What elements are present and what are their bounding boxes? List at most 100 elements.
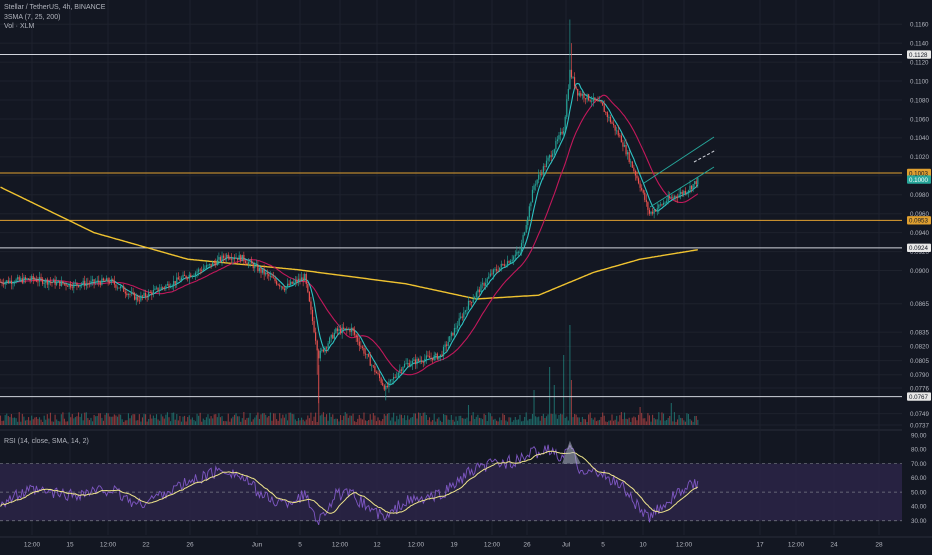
candle-body [393, 377, 395, 380]
volume-bar [255, 415, 257, 425]
candle-body [299, 278, 301, 281]
volume-bar [43, 415, 45, 425]
candle-body [361, 346, 364, 348]
candle-body [627, 152, 629, 155]
volume-bar [148, 418, 150, 425]
volume-bar [313, 416, 315, 425]
volume-bar [263, 413, 265, 425]
volume-bar [357, 418, 359, 425]
volume-bar [586, 421, 588, 425]
candle-body [196, 271, 198, 273]
volume-bar [608, 420, 610, 425]
price-tag-label: 0.0953 [909, 218, 928, 225]
candle-body [697, 177, 699, 185]
candle-body [542, 166, 544, 175]
volume-bar [141, 417, 144, 425]
candle-body [179, 279, 181, 281]
candle-body [570, 69, 573, 78]
candle-body [20, 278, 22, 280]
price-tag-label: 0.0767 [909, 394, 928, 401]
candle-body [243, 254, 245, 262]
volume-bar [143, 413, 145, 425]
candle-body [538, 174, 540, 180]
candle-body [539, 174, 541, 175]
ascending-channel[interactable] [643, 136, 717, 208]
volume-bar [322, 412, 324, 425]
volume-bar [286, 420, 289, 425]
volume-bar [413, 413, 415, 425]
candle-body [159, 289, 161, 292]
candle-body [456, 325, 459, 328]
volume-bar [653, 418, 655, 425]
volume-bar [113, 414, 115, 425]
projection-dashed-line[interactable] [693, 149, 717, 163]
volume-bar [427, 420, 429, 425]
volume-bar [134, 414, 136, 425]
volume-bar [179, 415, 181, 425]
volume-bar [628, 417, 630, 425]
candle-body [441, 354, 443, 356]
volume-bar [366, 421, 368, 425]
candle-body [251, 260, 253, 264]
volume-bar [517, 419, 519, 425]
volume-bar [17, 421, 19, 425]
candle-body [88, 283, 91, 285]
volume-bar [102, 420, 105, 425]
volume-bar [385, 415, 387, 425]
volume-bar [191, 417, 193, 425]
volume-bar [76, 416, 78, 425]
candle-body [391, 379, 393, 381]
volume-bar [449, 419, 451, 425]
volume-bar [15, 418, 17, 425]
volume-bar [180, 421, 183, 425]
volume-bar [563, 355, 565, 425]
volume-bar [46, 414, 48, 425]
candle-body [388, 381, 390, 388]
volume-bar [88, 420, 90, 425]
volume-bar [658, 412, 660, 425]
volume-bar [73, 418, 75, 425]
volume-bar [536, 417, 538, 425]
volume-bar [201, 421, 203, 425]
volume-bar [592, 419, 594, 425]
candle-body [32, 276, 34, 280]
volume-bar [530, 418, 532, 425]
candle-body [143, 292, 145, 297]
candle-body [81, 284, 83, 286]
volume-bar [157, 419, 159, 425]
volume-bar [364, 420, 367, 425]
candle-body [686, 192, 688, 194]
candle-body [463, 312, 465, 318]
candle-body [77, 285, 80, 287]
volume-bar [380, 421, 382, 425]
candle-body [588, 94, 590, 101]
volume-bar [54, 414, 56, 425]
candle-body [199, 269, 201, 271]
volume-bar [120, 414, 122, 425]
channel-lower-line[interactable] [649, 166, 715, 208]
candle-body [371, 365, 373, 367]
channel-upper-line[interactable] [643, 136, 715, 184]
candle-body [120, 286, 122, 289]
volume-bar [360, 418, 362, 425]
candle-body [380, 378, 382, 383]
candle-body [439, 354, 442, 357]
volume-bar [400, 414, 402, 425]
volume-bar [12, 417, 14, 425]
rsi-pane [0, 440, 902, 526]
candle-body [116, 287, 119, 289]
candle-body [166, 284, 169, 286]
volume-bar [516, 419, 518, 425]
volume-bar [499, 417, 501, 425]
volume-bar [511, 421, 513, 425]
volume-bar [146, 421, 148, 425]
volume-bar [510, 417, 512, 425]
candle-body [85, 283, 87, 286]
volume-bar [435, 421, 437, 425]
volume-bar [154, 418, 156, 425]
volume-bar [491, 416, 493, 425]
candle-body [148, 292, 150, 298]
volume-bar [218, 413, 220, 425]
